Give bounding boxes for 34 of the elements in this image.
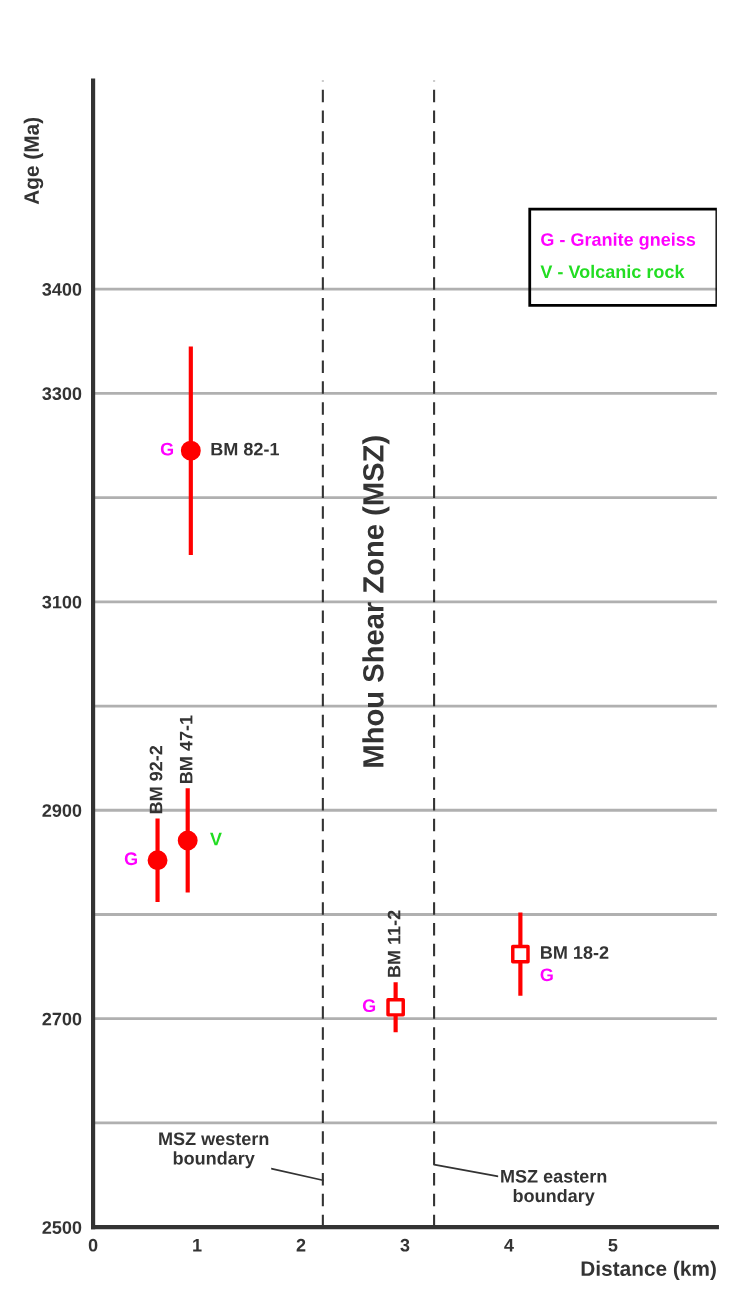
y-tick-label: 2900 [42, 804, 82, 817]
ref-line-label: MSZ western boundary [159, 1132, 269, 1169]
x-axis-title: Distance (km) [581, 1260, 716, 1281]
annotation: G [540, 968, 553, 982]
x-tick-label: 1 [193, 1238, 202, 1252]
x-tick-label: 4 [504, 1238, 514, 1252]
point [386, 997, 405, 1017]
annotation: BM 47-1 [179, 715, 193, 783]
y-tick-label: 2700 [42, 1012, 82, 1026]
point [180, 440, 201, 461]
ref-line-label: MSZ eastern boundary [501, 1169, 607, 1206]
annotation: G [124, 852, 137, 866]
y-tick-label: 3400 [42, 283, 82, 296]
x-tick-label: 5 [608, 1238, 618, 1252]
x-tick-label: 2 [296, 1238, 306, 1252]
y-tick-label: 3100 [42, 595, 82, 609]
x-tick-label: 3 [400, 1238, 410, 1252]
annotation: G [362, 999, 376, 1013]
annotation: BM 82-1 [211, 442, 279, 456]
point [147, 850, 168, 871]
annotation: BM 92-2 [149, 745, 163, 814]
annotation: G - Granite gneiss [541, 232, 696, 250]
annotation: V - Volcanic rock [540, 264, 685, 279]
x-tick-label: 0 [88, 1238, 98, 1252]
annotation: BM 11-2 [387, 910, 401, 977]
y-tick-label: 3300 [42, 387, 82, 401]
point [511, 944, 530, 964]
annotation: Mhou Shear Zone (MSZ) [362, 436, 390, 767]
annotation: V [210, 832, 222, 846]
point [177, 830, 198, 851]
y-tick-label: 2500 [42, 1221, 82, 1234]
annotation: BM 18-2 [541, 946, 609, 959]
y-axis-title: Age (Ma) [23, 117, 44, 205]
annotation: G [160, 442, 174, 456]
